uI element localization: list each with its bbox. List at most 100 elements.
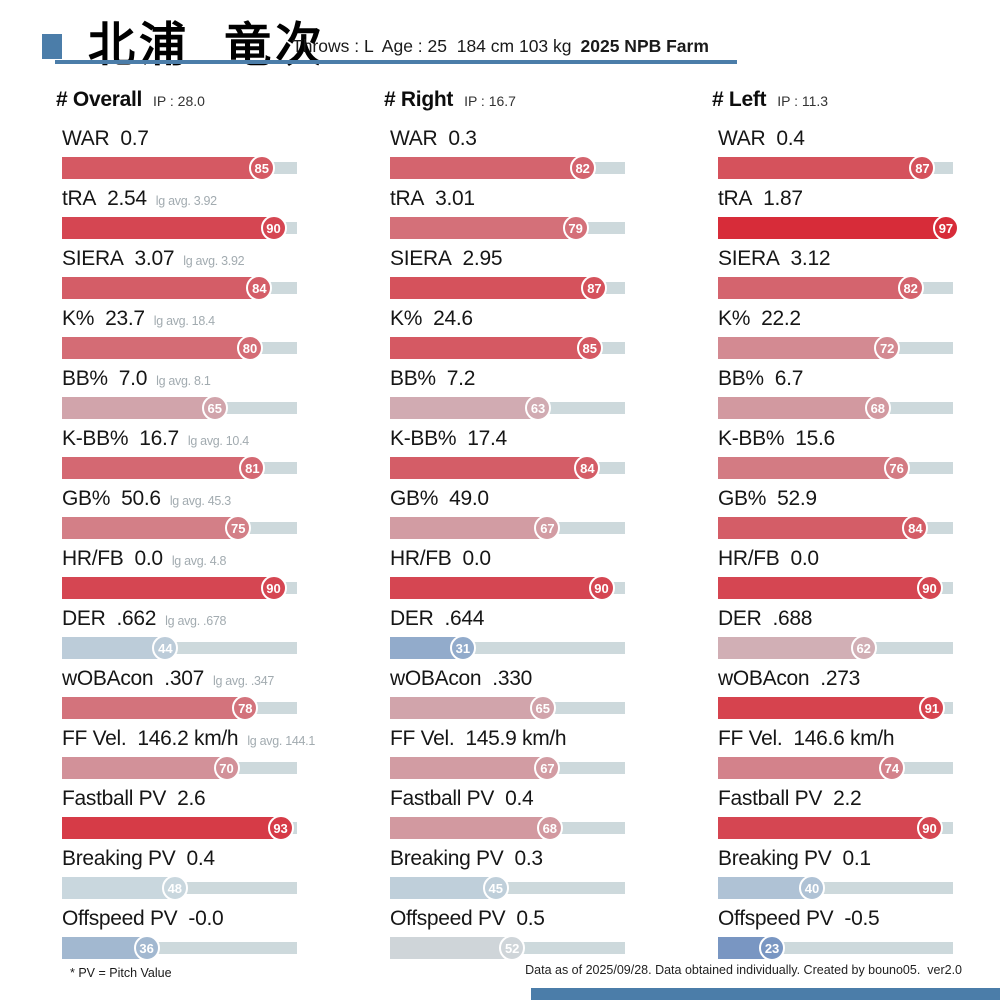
stat-label-row: Offspeed PV -0.0 <box>62 907 224 931</box>
stat-label: BB% <box>718 367 764 390</box>
percentile-fill <box>718 697 932 719</box>
stat-row: FF Vel. 146.2 km/h lg avg. 144.1 70 <box>55 726 315 786</box>
percentile-fill <box>62 877 175 899</box>
stat-label-row: K% 24.6 <box>390 307 473 331</box>
stat-row: Breaking PV 0.1 40 <box>711 846 961 906</box>
percentile-fill <box>62 817 281 839</box>
stats-column-left: # Left IP : 11.3 WAR 0.4 87 tRA 1.87 97 SI… <box>711 88 961 966</box>
stat-row: tRA 3.01 79 <box>383 186 633 246</box>
player-info: Throws : L Age : 25 184 cm 103 kg 2025 NP… <box>292 36 709 57</box>
percentile-fill <box>390 697 543 719</box>
percentile-fill <box>718 817 930 839</box>
stat-row: wOBAcon .273 91 <box>711 666 961 726</box>
stat-label-row: GB% 52.9 <box>718 487 817 511</box>
column-ip-label: IP : 16.7 <box>464 93 516 109</box>
stat-label-row: K-BB% 17.4 <box>390 427 507 451</box>
stat-label-row: Fastball PV 2.2 <box>718 787 862 811</box>
player-name: 北浦 竜次 <box>88 18 327 71</box>
percentile-badge: 82 <box>897 275 924 301</box>
percentile-badge: 68 <box>536 815 563 841</box>
stat-value: 24.6 <box>433 307 473 330</box>
stat-row: Offspeed PV -0.0 36 <box>55 906 305 966</box>
stat-lg-avg: lg avg. .347 <box>212 674 274 688</box>
percentile-badge: 52 <box>499 935 526 961</box>
stat-label: tRA <box>62 187 97 210</box>
stat-row: Breaking PV 0.3 45 <box>383 846 633 906</box>
percentile-fill <box>62 757 227 779</box>
percentile-badge: 62 <box>850 635 877 661</box>
stat-label-row: tRA 1.87 <box>718 187 803 211</box>
stat-value: 0.1 <box>842 847 871 870</box>
stat-label-row: SIERA 2.95 <box>390 247 503 271</box>
stat-lg-avg: lg avg. 8.1 <box>156 374 211 388</box>
column-title: # Right <box>384 88 454 111</box>
stat-lg-avg: lg avg. 3.92 <box>183 254 245 268</box>
percentile-fill <box>718 217 946 239</box>
percentile-fill <box>718 277 911 299</box>
stat-label: K% <box>62 307 95 330</box>
stat-row: Fastball PV 0.4 68 <box>383 786 633 846</box>
stat-label: SIERA <box>718 247 780 270</box>
stat-label-row: Breaking PV 0.3 <box>390 847 543 871</box>
stats-column-overall: # Overall IP : 28.0 WAR 0.7 85 tRA 2.54 lg … <box>55 88 315 966</box>
stat-row: wOBAcon .307 lg avg. .347 78 <box>55 666 305 726</box>
stat-value: -0.5 <box>844 907 880 930</box>
percentile-badge: 74 <box>878 755 905 781</box>
stat-label-row: K-BB% 15.6 <box>718 427 835 451</box>
stat-row: SIERA 3.12 82 <box>711 246 961 306</box>
stat-row: FF Vel. 146.6 km/h 74 <box>711 726 961 786</box>
stat-row: wOBAcon .330 65 <box>383 666 633 726</box>
percentile-fill <box>62 937 147 959</box>
stat-value: 3.01 <box>435 187 475 210</box>
percentile-fill <box>390 457 588 479</box>
percentile-badge: 36 <box>133 935 160 961</box>
percentile-badge: 70 <box>213 755 240 781</box>
stat-label-row: wOBAcon .273 <box>718 667 860 691</box>
stat-label-row: K% 23.7 lg avg. 18.4 <box>62 307 215 331</box>
percentile-fill <box>390 217 576 239</box>
stat-value: 49.0 <box>449 487 489 510</box>
stat-value: .273 <box>820 667 860 690</box>
stat-value: 0.0 <box>790 547 820 570</box>
stat-label: wOBAcon <box>62 667 154 690</box>
stat-value: 0.4 <box>505 787 534 810</box>
stat-row: Fastball PV 2.2 90 <box>711 786 961 846</box>
stat-label: DER <box>718 607 762 630</box>
stat-label: GB% <box>62 487 111 510</box>
stat-row: K% 22.2 72 <box>711 306 961 366</box>
percentile-badge: 90 <box>916 575 943 601</box>
stat-lg-avg: lg avg. .678 <box>165 614 227 628</box>
stat-row: tRA 1.87 97 <box>711 186 961 246</box>
stat-list: WAR 0.3 82 tRA 3.01 79 SIERA 2.95 87 K% 24.6… <box>383 126 633 966</box>
percentile-badge: 82 <box>569 155 596 181</box>
stat-row: tRA 2.54 lg avg. 3.92 90 <box>55 186 305 246</box>
stat-value: .644 <box>444 607 485 630</box>
percentile-fill <box>62 157 262 179</box>
stat-label: HR/FB <box>390 547 452 570</box>
stat-label-row: Breaking PV 0.1 <box>718 847 871 871</box>
percentile-badge: 63 <box>525 395 552 421</box>
percentile-fill <box>62 217 274 239</box>
stat-row: K% 23.7 lg avg. 18.4 80 <box>55 306 305 366</box>
percentile-badge: 78 <box>232 695 259 721</box>
stat-label: DER <box>390 607 434 630</box>
stat-row: GB% 49.0 67 <box>383 486 633 546</box>
percentile-badge: 31 <box>449 635 476 661</box>
stat-row: WAR 0.3 82 <box>383 126 633 186</box>
percentile-badge: 84 <box>574 455 601 481</box>
percentile-fill <box>718 457 897 479</box>
stat-label-row: WAR 0.7 <box>62 127 149 151</box>
stat-value: 3.12 <box>790 247 831 270</box>
stat-value: 2.54 <box>107 187 147 210</box>
percentile-fill <box>390 337 590 359</box>
stat-label: wOBAcon <box>390 667 482 690</box>
stat-label-row: wOBAcon .307 lg avg. .347 <box>62 667 274 691</box>
column-header: # Overall IP : 28.0 <box>55 88 305 126</box>
stat-label: Fastball PV <box>390 787 495 810</box>
percentile-fill <box>62 337 250 359</box>
stat-label-row: BB% 7.0 lg avg. 8.1 <box>62 367 211 391</box>
stat-label: FF Vel. <box>718 727 783 750</box>
stat-value: 7.0 <box>118 367 148 390</box>
stat-value: 0.0 <box>134 547 164 570</box>
player-bio-text: Throws : L Age : 25 184 cm 103 kg <box>292 36 572 56</box>
